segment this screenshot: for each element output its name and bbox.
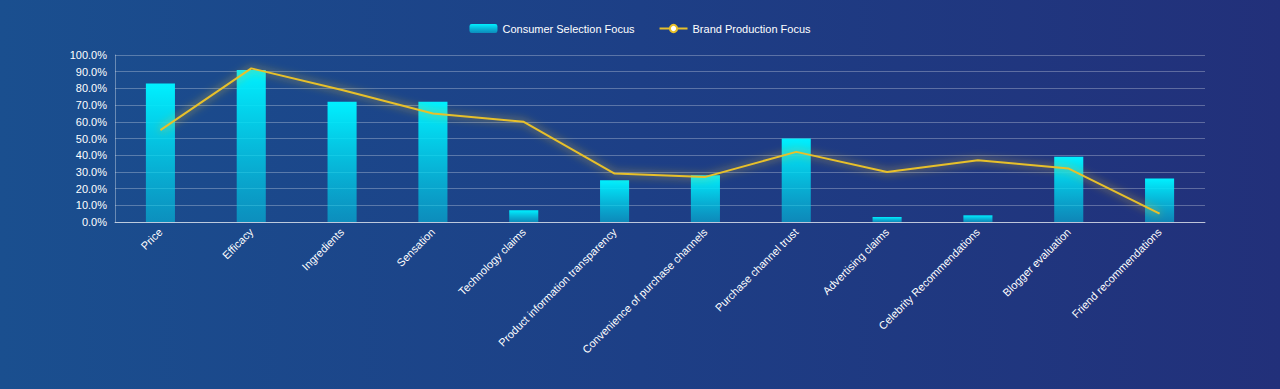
svg-text:Friend recommendations: Friend recommendations — [1069, 225, 1164, 320]
svg-text:Consumer Selection Focus: Consumer Selection Focus — [502, 23, 635, 35]
svg-text:20.0%: 20.0% — [76, 183, 107, 195]
svg-text:90.0%: 90.0% — [76, 66, 107, 78]
svg-text:Brand Production Focus: Brand Production Focus — [693, 23, 812, 35]
svg-text:100.0%: 100.0% — [70, 49, 108, 61]
svg-text:Advertising claims: Advertising claims — [820, 225, 891, 296]
svg-text:0.0%: 0.0% — [82, 216, 107, 228]
svg-text:Blogger evaluation: Blogger evaluation — [1000, 226, 1073, 299]
svg-text:Celebrity Recommendations: Celebrity Recommendations — [876, 225, 982, 331]
svg-text:Ingredients: Ingredients — [299, 225, 346, 272]
svg-text:Convenience of purchase channe: Convenience of purchase channels — [580, 225, 710, 355]
svg-text:50.0%: 50.0% — [76, 133, 107, 145]
svg-text:80.0%: 80.0% — [76, 82, 107, 94]
svg-text:10.0%: 10.0% — [76, 199, 107, 211]
svg-text:Efficacy: Efficacy — [220, 225, 256, 261]
svg-text:70.0%: 70.0% — [76, 99, 107, 111]
svg-text:30.0%: 30.0% — [76, 166, 107, 178]
svg-text:Product information transparen: Product information transparency — [495, 225, 619, 349]
svg-text:Sensation: Sensation — [394, 226, 437, 269]
svg-text:60.0%: 60.0% — [76, 116, 107, 128]
svg-text:Purchase channel trust: Purchase channel trust — [713, 226, 801, 314]
svg-text:Price: Price — [138, 226, 164, 252]
svg-text:Technology claims: Technology claims — [456, 225, 528, 297]
svg-text:40.0%: 40.0% — [76, 149, 107, 161]
